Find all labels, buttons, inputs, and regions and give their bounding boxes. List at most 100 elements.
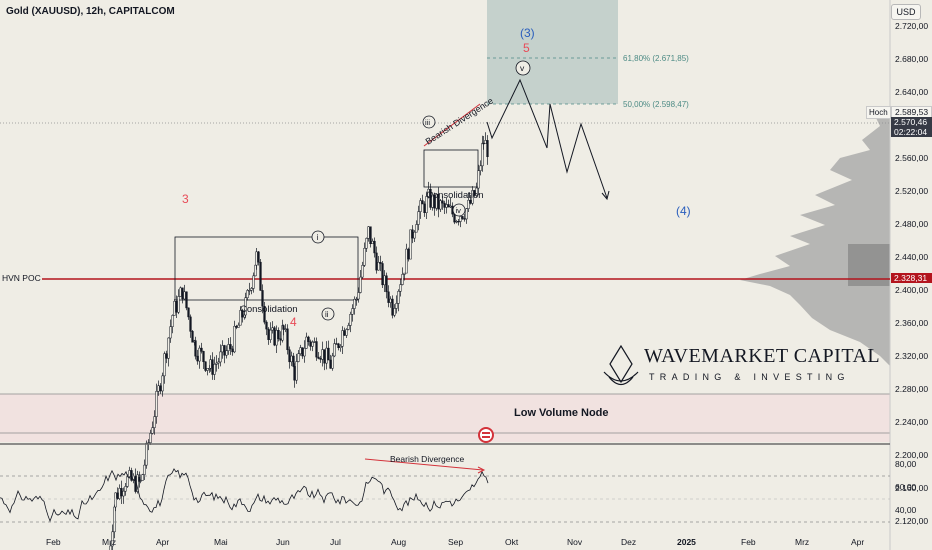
candle-body bbox=[250, 288, 253, 291]
candle-body bbox=[206, 368, 209, 371]
us-flag-icon[interactable] bbox=[478, 427, 494, 443]
candle-body bbox=[333, 343, 336, 357]
candle-body bbox=[421, 200, 424, 205]
hoch-label: Hoch bbox=[866, 106, 891, 119]
candle-body bbox=[363, 247, 366, 266]
candle-body bbox=[443, 202, 446, 208]
candle-body bbox=[461, 216, 464, 219]
candle-body bbox=[486, 140, 489, 158]
candle-body bbox=[371, 240, 374, 245]
volume-profile-band bbox=[848, 244, 890, 286]
currency-button[interactable]: USD bbox=[891, 4, 921, 20]
candle-body bbox=[403, 272, 406, 275]
candle-body bbox=[116, 492, 119, 499]
time-axis-label: Nov bbox=[567, 537, 583, 547]
candle-body bbox=[313, 341, 316, 343]
candle-body bbox=[417, 211, 420, 225]
candle-body bbox=[215, 362, 218, 365]
candle-body bbox=[387, 291, 390, 303]
candle-body bbox=[459, 216, 462, 222]
candle-body bbox=[323, 349, 326, 364]
candle-body bbox=[185, 291, 188, 309]
candle-body bbox=[355, 298, 358, 301]
candle-body bbox=[353, 299, 356, 309]
candle-body bbox=[415, 224, 418, 233]
candle-body bbox=[375, 252, 378, 271]
candle-body bbox=[255, 251, 258, 266]
candle-body bbox=[269, 329, 272, 340]
candle-body bbox=[124, 486, 127, 492]
candle-body bbox=[145, 442, 148, 466]
price-tick-label: 2.680,00 bbox=[895, 54, 928, 64]
low-volume-node-label: Low Volume Node bbox=[514, 407, 609, 419]
candle-body bbox=[484, 140, 487, 144]
candle-body bbox=[286, 328, 289, 351]
candle-body bbox=[237, 324, 240, 328]
candle-body bbox=[223, 345, 226, 356]
candle-body bbox=[471, 190, 474, 204]
candle-body bbox=[233, 325, 236, 353]
price-tick-label: 2.280,00 bbox=[895, 384, 928, 394]
candle-body bbox=[248, 290, 251, 292]
price-tick-label: 2.480,00 bbox=[895, 219, 928, 229]
candle-body bbox=[284, 328, 287, 330]
volume-profile bbox=[740, 112, 890, 366]
candle-body bbox=[118, 488, 121, 499]
candle-body bbox=[179, 287, 182, 297]
candle-body bbox=[405, 248, 408, 274]
candle-body bbox=[275, 330, 278, 346]
candle-body bbox=[383, 275, 386, 286]
wave-4-label: 4 bbox=[290, 315, 297, 329]
divergence-line-rsi bbox=[364, 458, 484, 471]
candle-body bbox=[379, 262, 382, 264]
fib-618-label: 61,80% (2.671,85) bbox=[623, 54, 689, 63]
time-axis-label: Apr bbox=[156, 537, 169, 547]
candle-body bbox=[339, 346, 342, 348]
candle-body bbox=[327, 347, 330, 361]
time-axis-label: Mrz bbox=[102, 537, 116, 547]
wave-3-label: 3 bbox=[182, 192, 189, 206]
candle-body bbox=[191, 331, 194, 343]
candle-body bbox=[292, 355, 295, 367]
candle-body bbox=[126, 476, 129, 487]
price-tick-label: 2.720,00 bbox=[895, 21, 928, 31]
candle-body bbox=[169, 326, 172, 339]
candle-body bbox=[221, 345, 224, 353]
candle-body bbox=[299, 347, 302, 354]
candle-body bbox=[295, 361, 298, 381]
time-axis-label: Jul bbox=[330, 537, 341, 547]
candle-body bbox=[229, 344, 232, 350]
candle-body bbox=[189, 316, 192, 332]
candle-body bbox=[385, 275, 388, 293]
candle-body bbox=[441, 200, 444, 204]
candle-body bbox=[279, 338, 282, 341]
candle-body bbox=[465, 208, 468, 220]
candle-body bbox=[259, 261, 262, 291]
candle-body bbox=[391, 298, 394, 316]
divergence-line-price bbox=[423, 103, 481, 147]
candle-body bbox=[351, 308, 354, 315]
candlestick-series bbox=[109, 132, 489, 550]
rsi-axis-ticks: 80,00 60,00 40,00 bbox=[895, 459, 917, 515]
candle-body bbox=[463, 218, 466, 220]
price-tick-label: 2.360,00 bbox=[895, 318, 928, 328]
candle-body bbox=[329, 359, 332, 369]
time-axis-label: Sep bbox=[448, 537, 463, 547]
candle-body bbox=[293, 366, 296, 381]
candle-body bbox=[337, 343, 340, 348]
candle-body bbox=[311, 341, 314, 347]
candle-body bbox=[357, 292, 360, 300]
poc-price-tag: 2.328,31 bbox=[891, 273, 932, 283]
wave-3-big-label: (3) bbox=[520, 26, 535, 40]
candle-body bbox=[277, 330, 280, 340]
wave-i-marker: i bbox=[311, 230, 325, 244]
wave-4-big-label: (4) bbox=[676, 204, 691, 218]
price-tick-label: 2.200,00 bbox=[895, 450, 928, 460]
candle-body bbox=[181, 287, 184, 300]
candle-body bbox=[143, 464, 146, 475]
hvn-poc-label: HVN POC bbox=[2, 273, 41, 283]
price-tick-label: 2.640,00 bbox=[895, 87, 928, 97]
candle-body bbox=[425, 196, 428, 213]
candle-body bbox=[196, 355, 199, 362]
